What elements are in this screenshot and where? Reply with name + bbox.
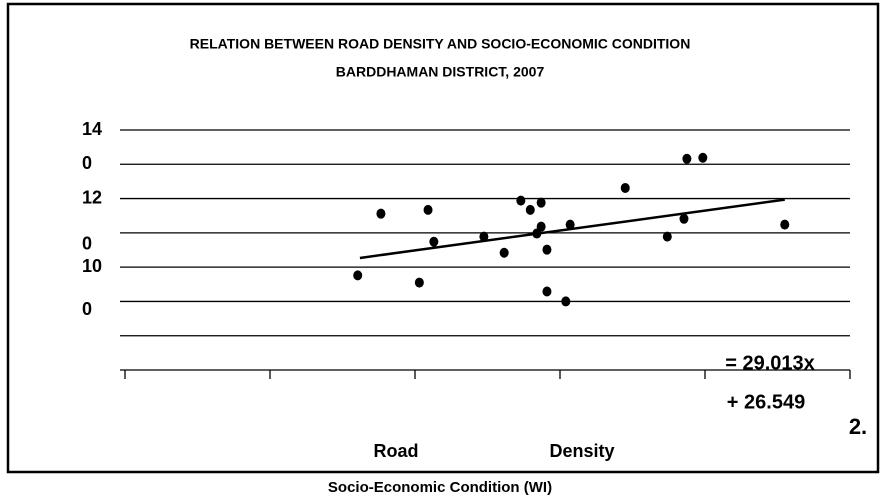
data-point	[620, 182, 630, 193]
data-point	[516, 195, 526, 206]
data-point	[423, 204, 433, 215]
y-tick-label: 0	[82, 234, 92, 254]
annotation: = 29.013x	[725, 352, 815, 374]
data-point	[542, 286, 552, 297]
data-point	[682, 153, 692, 164]
y-tick-label: 0	[82, 299, 92, 319]
data-point	[679, 213, 689, 224]
annotation: 2.	[849, 414, 867, 439]
data-point	[429, 236, 439, 247]
trendline	[359, 198, 785, 260]
data-point	[525, 204, 535, 215]
data-point	[565, 219, 575, 230]
x-axis-label: Socio-Economic Condition (WI)	[328, 479, 552, 496]
data-point	[376, 208, 386, 219]
data-point	[479, 231, 489, 242]
annotation: + 26.549	[727, 391, 805, 413]
y-tick-label: 0	[82, 153, 92, 173]
data-point	[536, 197, 546, 208]
data-point	[499, 247, 509, 258]
data-point	[353, 270, 363, 281]
data-point	[542, 244, 552, 255]
y-tick-label: 10	[82, 256, 102, 276]
data-point	[698, 152, 708, 163]
chart-subtitle: BARDDHAMAN DISTRICT, 2007	[336, 64, 545, 80]
data-point	[561, 296, 571, 307]
annotation: Density	[549, 441, 614, 461]
chart-frame	[6, 2, 880, 474]
data-point	[780, 219, 790, 230]
annotation: Road	[374, 441, 419, 461]
data-point	[662, 231, 672, 242]
y-tick-label: 14	[82, 119, 102, 139]
chart-title: RELATION BETWEEN ROAD DENSITY AND SOCIO-…	[190, 36, 691, 52]
data-point	[414, 277, 424, 288]
data-point	[536, 221, 546, 232]
y-tick-label: 12	[82, 187, 102, 207]
